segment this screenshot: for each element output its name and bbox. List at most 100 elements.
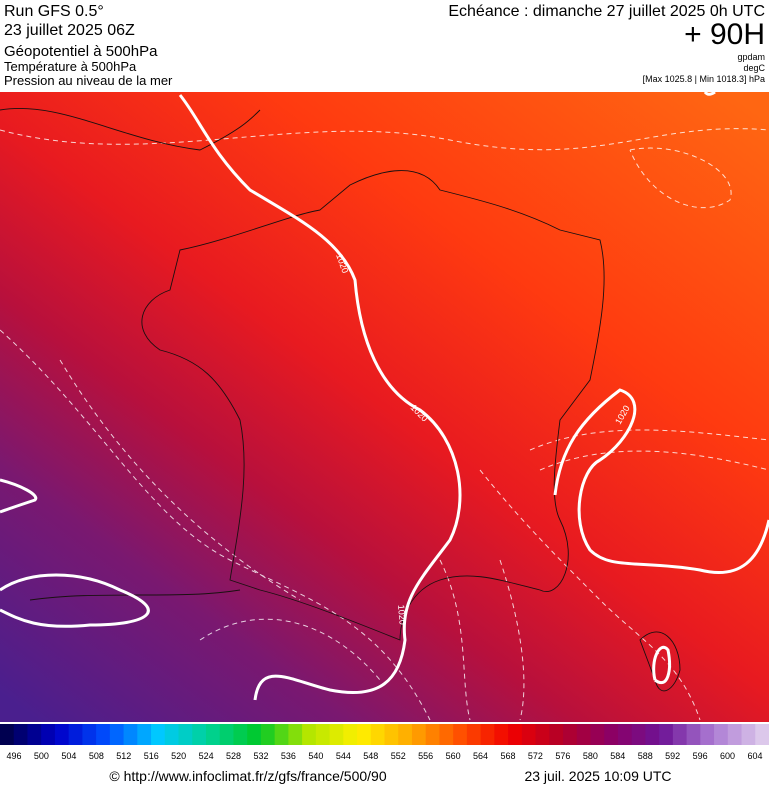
color-swatch [755, 724, 769, 745]
colorbar-label: 504 [61, 751, 76, 761]
colorbar-label: 600 [720, 751, 735, 761]
color-swatch [219, 724, 234, 745]
colorbar-label: 544 [336, 751, 351, 761]
color-swatch [370, 724, 385, 745]
color-swatch [521, 724, 537, 745]
color-swatch [192, 724, 207, 745]
color-swatch [411, 724, 427, 745]
unit-gpdam: gpdam [737, 52, 765, 62]
color-swatch [659, 724, 674, 745]
color-swatch [247, 724, 262, 745]
timestamp: 23 juil. 2025 10:09 UTC [524, 768, 671, 784]
unit-degc: degC [743, 63, 765, 73]
color-swatch [68, 724, 83, 745]
colorbar-label: 536 [281, 751, 296, 761]
colorbar-label: 584 [610, 751, 625, 761]
color-swatch [604, 724, 619, 745]
color-swatch [714, 724, 729, 745]
color-swatch [329, 724, 344, 745]
colorbar-label: 580 [583, 751, 598, 761]
colorbar-label: 568 [500, 751, 515, 761]
color-swatch [96, 724, 111, 745]
colorbar-label: 496 [6, 751, 21, 761]
color-swatch [563, 724, 578, 745]
color-swatch [178, 724, 193, 745]
color-swatch [205, 724, 221, 745]
color-swatch [508, 724, 523, 745]
colorbar-label: 596 [693, 751, 708, 761]
field-temperature: Température à 500hPa [4, 59, 137, 74]
colorbar-label: 576 [555, 751, 570, 761]
color-swatch [494, 724, 509, 745]
colorbar-label: 508 [89, 751, 104, 761]
colorbar: 496 500 504 508 512 516 520 524 528 532 536 540 544 5… [0, 724, 769, 761]
color-swatch [109, 724, 125, 745]
color-swatch [357, 724, 372, 745]
colorbar-label: 512 [116, 751, 131, 761]
color-swatch [631, 724, 646, 745]
color-swatch [233, 724, 248, 745]
map-background [0, 92, 769, 722]
colorbar-label: 592 [665, 751, 680, 761]
colorbar-label: 528 [226, 751, 241, 761]
color-swatch [302, 724, 317, 745]
color-swatch [535, 724, 550, 745]
color-swatch [398, 724, 413, 745]
color-swatch [82, 724, 97, 745]
color-swatch [700, 724, 715, 745]
color-swatch [123, 724, 138, 745]
color-swatch [645, 724, 660, 745]
color-swatch [672, 724, 688, 745]
echeance: Echéance : dimanche 27 juillet 2025 0h U… [448, 3, 765, 20]
colorbar-label: 524 [199, 751, 214, 761]
pressure-contours [0, 90, 769, 701]
color-swatch [549, 724, 564, 745]
colorbar-label: 564 [473, 751, 488, 761]
color-swatch [27, 724, 42, 745]
colorbar-label: 516 [144, 751, 159, 761]
colorbar-label: 604 [747, 751, 762, 761]
color-swatch [274, 724, 289, 745]
color-swatch [151, 724, 166, 745]
map: 1020 1020 1020 1020 [0, 90, 769, 722]
temperature-contours [0, 128, 769, 721]
color-swatch [288, 724, 303, 745]
colorbar-label: 552 [391, 751, 406, 761]
source-url: © http://www.infoclimat.fr/z/gfs/france/… [109, 768, 386, 784]
pressure-range: [Max 1025.8 | Min 1018.3] hPa [643, 74, 765, 84]
color-swatch [466, 724, 482, 745]
color-swatch [617, 724, 633, 745]
colorbar-label: 500 [34, 751, 49, 761]
colorbar-label: 556 [418, 751, 433, 761]
field-geopotential: Géopotentiel à 500hPa [4, 43, 158, 60]
contour-label: 1020 [396, 604, 408, 625]
colorbar-label: 560 [446, 751, 461, 761]
color-swatch [425, 724, 440, 745]
colorbar-label: 532 [253, 751, 268, 761]
color-swatch [260, 724, 276, 745]
colorbar-label: 540 [308, 751, 323, 761]
colorbar-label: 572 [528, 751, 543, 761]
color-swatch [576, 724, 591, 745]
run-date: 23 juillet 2025 06Z [4, 22, 135, 39]
color-swatch [54, 724, 70, 745]
color-swatch [137, 724, 152, 745]
lead-time: + 90H [684, 18, 765, 51]
colorbar-label: 520 [171, 751, 186, 761]
color-swatch [164, 724, 180, 745]
color-swatch [343, 724, 358, 745]
color-swatch [741, 724, 756, 745]
color-swatch [0, 724, 15, 745]
color-swatch [41, 724, 56, 745]
color-swatch [384, 724, 399, 745]
color-swatch [13, 724, 28, 745]
colorbar-label: 548 [363, 751, 378, 761]
color-swatch [480, 724, 495, 745]
color-swatch [453, 724, 468, 745]
color-swatch [315, 724, 331, 745]
colorbar-label: 588 [638, 751, 653, 761]
color-swatch [727, 724, 743, 745]
borders [0, 108, 681, 692]
